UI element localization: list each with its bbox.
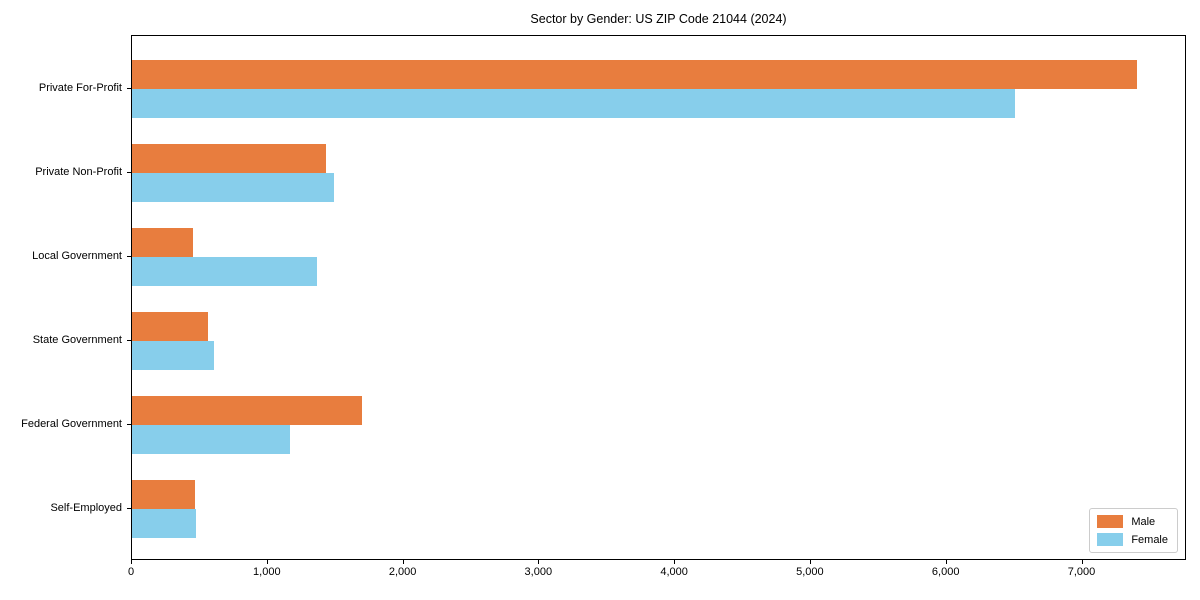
bar-female-private-non-profit <box>132 173 335 202</box>
xtick-label-7000: 7,000 <box>1067 566 1096 578</box>
xtick-label-4000: 4,000 <box>660 566 688 578</box>
ytick-label-private-non-profit: Private Non-Profit <box>35 166 122 178</box>
bar-female-federal-government <box>132 425 290 454</box>
legend-label-female: Female <box>1131 533 1168 546</box>
ytick-label-local-government: Local Government <box>32 250 122 262</box>
chart-title: Sector by Gender: US ZIP Code 21044 (202… <box>530 12 787 26</box>
bar-male-private-non-profit <box>132 144 327 173</box>
bar-female-local-government <box>132 257 317 286</box>
ytick-mark <box>127 424 131 425</box>
ytick-mark <box>127 340 131 341</box>
xtick-label-2000: 2,000 <box>388 566 417 578</box>
ytick-label-private-for-profit: Private For-Profit <box>38 82 122 94</box>
xtick-mark <box>538 560 540 564</box>
bar-male-local-government <box>132 228 194 257</box>
legend-swatch-female <box>1097 533 1124 546</box>
ytick-mark <box>127 172 131 173</box>
legend-entry-male: Male <box>1097 515 1168 528</box>
xtick-mark <box>945 560 947 564</box>
bar-female-state-government <box>132 341 214 370</box>
ytick-mark <box>127 256 131 257</box>
legend: Male Female <box>1089 508 1178 553</box>
bar-male-private-for-profit <box>132 60 1137 89</box>
legend-label-male: Male <box>1131 515 1156 528</box>
xtick-label-3000: 3,000 <box>524 566 553 578</box>
bar-female-self-employed <box>132 509 196 538</box>
xtick-mark <box>266 560 268 564</box>
ytick-label-federal-government: Federal Government <box>21 418 122 430</box>
ytick-label-self-employed: Self-Employed <box>50 502 122 514</box>
legend-swatch-male <box>1097 515 1124 528</box>
bar-male-federal-government <box>132 396 362 425</box>
xtick-label-6000: 6,000 <box>931 566 960 578</box>
xtick-mark <box>1081 560 1083 564</box>
bar-male-state-government <box>132 312 208 341</box>
xtick-mark <box>809 560 811 564</box>
xtick-label-0: 0 <box>127 566 135 578</box>
xtick-label-1000: 1,000 <box>253 566 281 578</box>
ytick-mark <box>127 508 131 509</box>
xtick-label-5000: 5,000 <box>796 566 824 578</box>
bar-male-self-employed <box>132 480 195 509</box>
ytick-label-state-government: State Government <box>32 334 122 346</box>
bar-female-private-for-profit <box>132 89 1015 118</box>
xtick-mark <box>131 560 132 564</box>
xtick-mark <box>402 560 404 564</box>
plot-area: Male Female <box>131 35 1186 560</box>
legend-entry-female: Female <box>1097 533 1168 546</box>
ytick-mark <box>127 88 131 89</box>
xtick-mark <box>674 560 676 564</box>
